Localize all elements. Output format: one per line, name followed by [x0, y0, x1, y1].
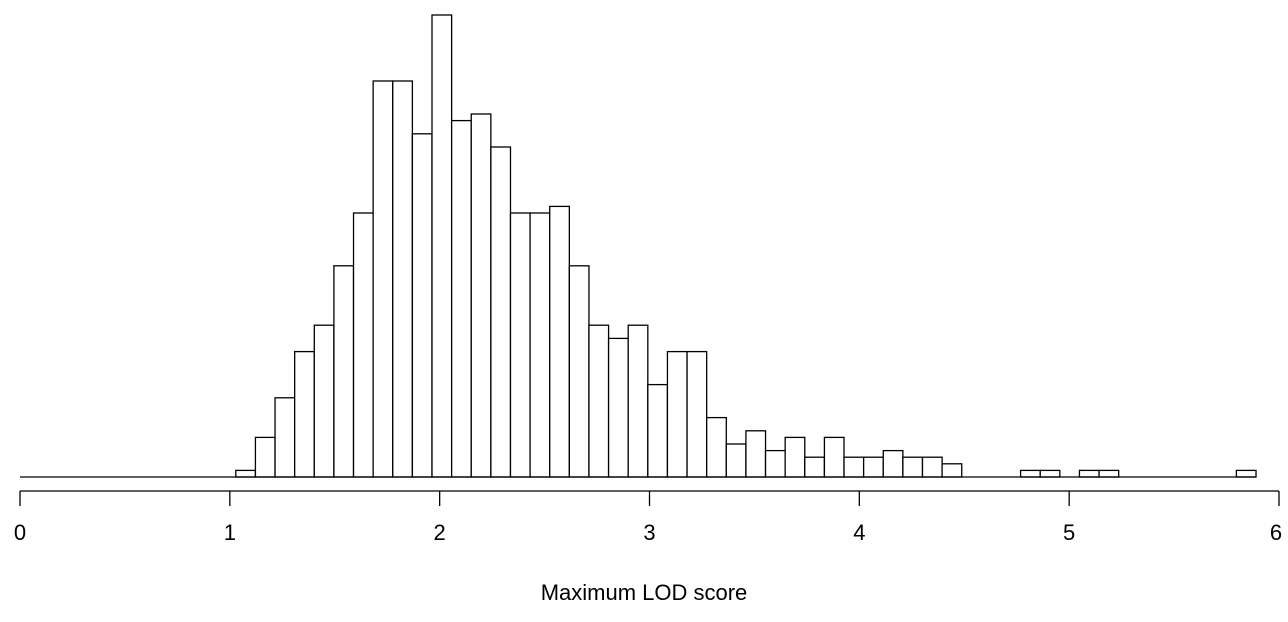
histogram-bar [921, 456, 943, 478]
x-axis-label: Maximum LOD score [541, 580, 748, 605]
histogram-bar [1235, 469, 1257, 478]
histogram-bar [1098, 469, 1120, 478]
histogram-bar [411, 133, 433, 478]
histogram-bar [392, 80, 414, 478]
histogram-bar [823, 436, 845, 478]
x-tick-label: 6 [1270, 520, 1282, 545]
histogram-bar [352, 212, 374, 478]
histogram-bar [725, 443, 747, 478]
x-tick-label: 4 [853, 520, 865, 545]
histogram-bar [568, 265, 590, 478]
histogram-bar [1019, 469, 1041, 478]
x-tick-label: 3 [643, 520, 655, 545]
histogram-bar [274, 397, 296, 478]
histogram-bar [764, 449, 786, 478]
histogram-bar [470, 113, 492, 478]
x-tick-label: 2 [434, 520, 446, 545]
histogram-bar [431, 14, 453, 478]
histogram-bar [490, 146, 512, 478]
histogram-bar [902, 456, 924, 478]
x-tick-label: 0 [14, 520, 26, 545]
histogram-bar [843, 456, 865, 478]
histogram-bar [294, 350, 315, 478]
histogram-bar [607, 337, 629, 478]
histogram-bar [1039, 469, 1061, 478]
histogram-bar [882, 449, 904, 478]
histogram-bar [666, 350, 688, 478]
histogram-bar [333, 265, 355, 478]
histogram-bar [1078, 469, 1100, 478]
histogram-bar [627, 324, 649, 478]
histogram-bar [804, 456, 826, 478]
histogram-bar [588, 324, 610, 478]
x-tick-label: 5 [1063, 520, 1075, 545]
histogram-bar [549, 205, 570, 478]
histogram-bar [706, 416, 727, 478]
histogram-bar [529, 212, 551, 478]
histogram-bar [686, 350, 708, 478]
x-axis: 0 1 2 3 4 5 6 [14, 490, 1282, 545]
histogram-bar [450, 119, 472, 478]
histogram-bar [313, 324, 335, 478]
histogram-bar [862, 456, 884, 478]
histogram-bar [784, 436, 806, 478]
histogram-bar [647, 383, 669, 478]
x-tick-label: 1 [224, 520, 236, 545]
histogram-bar [745, 430, 767, 478]
histogram-bar [941, 463, 963, 478]
histogram-bar [509, 212, 531, 478]
histogram-bars [235, 14, 1257, 478]
histogram-bar [254, 436, 276, 478]
histogram-bar [372, 80, 394, 478]
histogram-bar [235, 469, 257, 478]
